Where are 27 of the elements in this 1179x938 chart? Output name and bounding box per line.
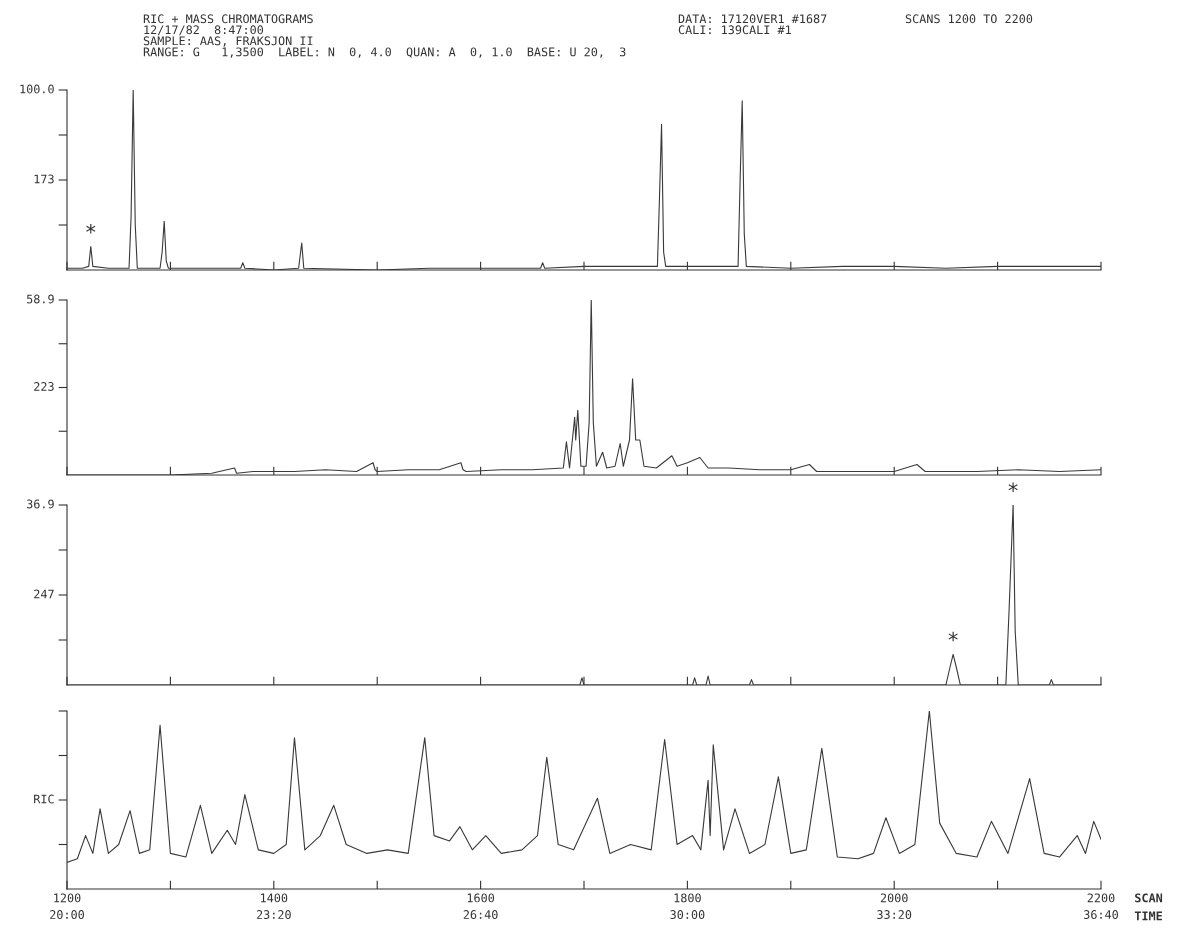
chart-subtitle: DATA: 17120VER1 #1687 CALI: 139CALI #1 xyxy=(678,14,827,35)
x-tick-label: 1200 xyxy=(54,893,81,903)
text: 100.0 xyxy=(20,84,54,94)
y-axis-title: 247 xyxy=(34,589,54,599)
x2-tick-label: 33:20 xyxy=(877,910,912,920)
x-axis-title: SCAN xyxy=(1135,893,1163,903)
x-tick-label: 2200 xyxy=(1087,893,1115,903)
x2-tick-label: 30:00 xyxy=(670,910,705,920)
x2-tick-label: 26:40 xyxy=(463,910,498,920)
x-tick-label: 1600 xyxy=(467,893,495,903)
annotation: * xyxy=(86,224,96,234)
x2-tick-label: 20:00 xyxy=(50,910,84,920)
x2-tick-label: 23:20 xyxy=(256,910,291,920)
text: SCANS 1200 TO 2200 xyxy=(905,14,1033,24)
x-tick-label: 2000 xyxy=(880,893,908,903)
text: 36.9 xyxy=(26,499,54,509)
x2-axis-title: TIME xyxy=(1134,911,1162,921)
annotation: * xyxy=(948,631,958,642)
x-tick-label: 1400 xyxy=(261,893,288,903)
x2-tick-label: 36:40 xyxy=(1084,910,1118,920)
y-axis-title: 223 xyxy=(34,382,54,391)
x-tick-label: 1800 xyxy=(674,893,701,903)
y-axis-title: 173 xyxy=(34,174,54,184)
annotation: * xyxy=(1008,482,1018,492)
text: 58.9 xyxy=(26,294,54,304)
chart-title: RIC + MASS CHROMATOGRAMS 12/17/82 8:47:00 SAMPLE: AAS, FRAKSJON II RANGE: G 1,3500 LABEL: N 0, 4.0 QUAN: A 0, 1.0 BASE: U 20, 3 xyxy=(143,14,626,58)
y-axis-title: RIC xyxy=(34,794,54,804)
